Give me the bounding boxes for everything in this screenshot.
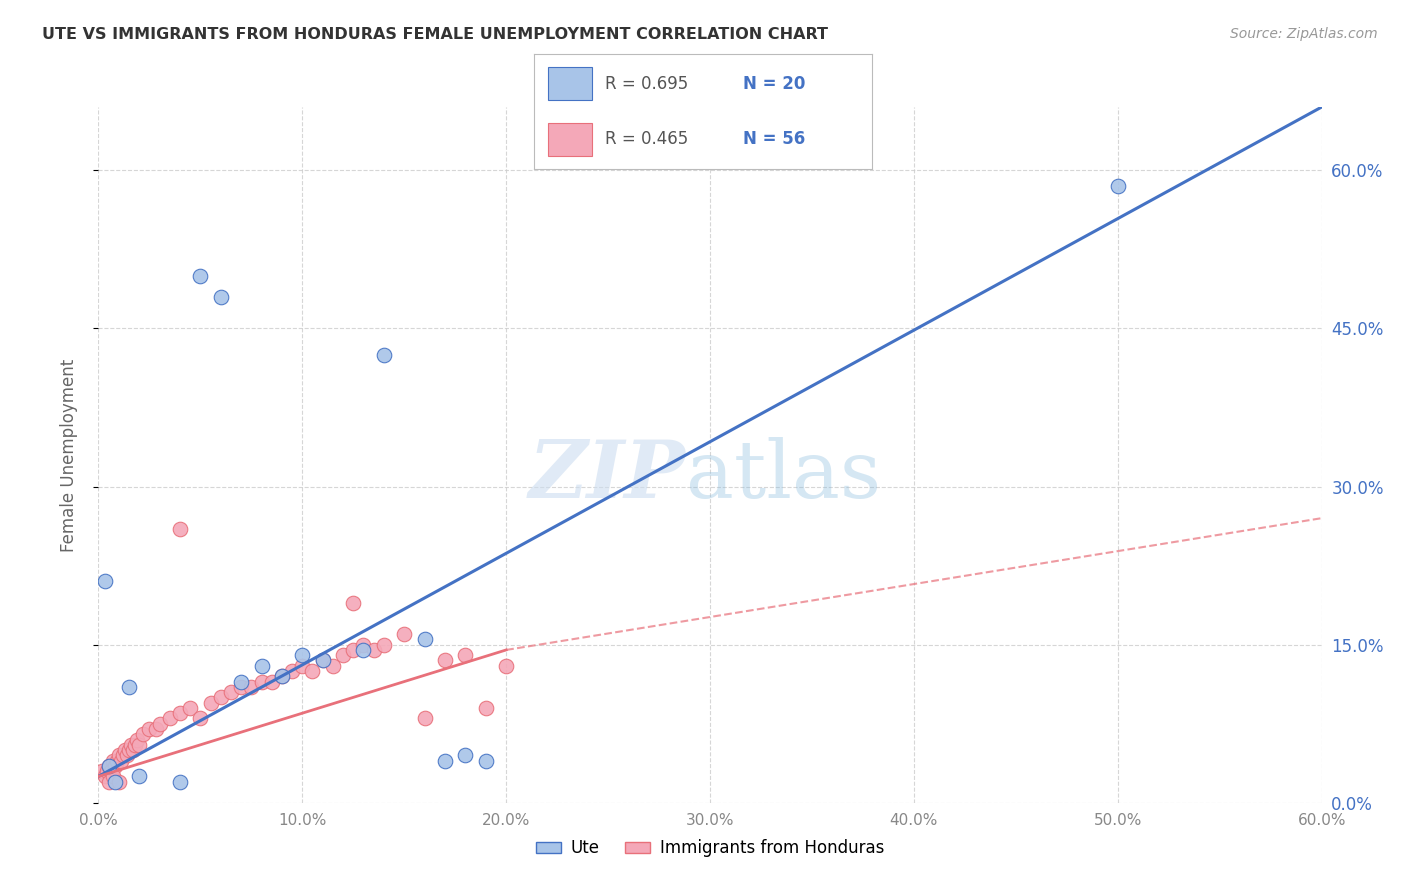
Point (120, 738, 142, 752)
Point (115, 748, 138, 763)
Point (495, 658, 517, 673)
Point (209, 290, 232, 304)
Point (97, 774, 120, 789)
Point (138, 722, 160, 736)
Point (291, 658, 314, 673)
Point (373, 638, 395, 652)
Point (93, 769, 115, 783)
Point (127, 732, 149, 747)
Point (169, 706, 191, 721)
Point (352, 643, 374, 657)
Point (188, 711, 212, 725)
Point (169, 774, 191, 789)
Point (104, 774, 127, 789)
Point (231, 680, 253, 694)
Point (105, 754, 128, 768)
Point (128, 769, 150, 783)
Point (118, 680, 141, 694)
Text: atlas: atlas (686, 437, 880, 515)
Point (413, 711, 436, 725)
Point (270, 669, 294, 683)
Point (97, 759, 120, 773)
Point (91, 764, 114, 779)
Point (110, 754, 132, 768)
Text: N = 20: N = 20 (744, 75, 806, 93)
Point (260, 674, 283, 689)
Point (281, 664, 304, 678)
Point (132, 727, 155, 741)
Text: R = 0.695: R = 0.695 (605, 75, 689, 93)
Point (97, 759, 120, 773)
Point (342, 643, 364, 657)
Point (291, 648, 314, 663)
Point (145, 722, 167, 736)
Point (454, 748, 477, 763)
Point (231, 674, 253, 689)
FancyBboxPatch shape (548, 68, 592, 100)
Point (1107, 179, 1129, 194)
Point (332, 648, 354, 663)
Point (413, 632, 436, 647)
Point (219, 685, 242, 699)
Text: ZIP: ZIP (529, 437, 686, 515)
Point (209, 690, 232, 705)
Point (433, 754, 456, 768)
Point (124, 738, 146, 752)
Point (342, 595, 364, 609)
Point (270, 669, 294, 683)
Point (108, 774, 131, 789)
Point (250, 674, 273, 689)
Text: R = 0.465: R = 0.465 (605, 130, 689, 148)
Point (352, 638, 374, 652)
Point (322, 658, 344, 673)
Text: N = 56: N = 56 (744, 130, 806, 148)
Point (111, 748, 134, 763)
Point (240, 680, 263, 694)
FancyBboxPatch shape (548, 123, 592, 155)
Legend: Ute, Immigrants from Honduras: Ute, Immigrants from Honduras (529, 833, 891, 864)
Point (114, 743, 136, 757)
Point (118, 743, 141, 757)
Point (200, 696, 222, 710)
Y-axis label: Female Unemployment: Female Unemployment (59, 359, 77, 551)
Point (312, 653, 335, 667)
Point (159, 711, 181, 725)
Point (433, 653, 456, 667)
Point (454, 648, 477, 663)
Point (188, 268, 212, 283)
Point (363, 643, 385, 657)
Point (250, 658, 273, 673)
Point (122, 743, 145, 757)
Point (179, 701, 201, 715)
Point (301, 664, 323, 678)
Text: Source: ZipAtlas.com: Source: ZipAtlas.com (1230, 27, 1378, 41)
Point (373, 348, 395, 362)
Point (392, 627, 416, 641)
Point (101, 769, 124, 783)
Point (93, 574, 115, 589)
Point (101, 754, 124, 768)
Point (474, 701, 498, 715)
Text: UTE VS IMMIGRANTS FROM HONDURAS FEMALE UNEMPLOYMENT CORRELATION CHART: UTE VS IMMIGRANTS FROM HONDURAS FEMALE U… (42, 27, 828, 42)
Point (149, 716, 172, 731)
Point (96, 764, 118, 779)
Point (128, 738, 150, 752)
Point (169, 522, 191, 536)
Point (100, 764, 122, 779)
Point (104, 759, 127, 773)
Point (108, 748, 131, 763)
Point (474, 754, 498, 768)
Point (312, 653, 335, 667)
